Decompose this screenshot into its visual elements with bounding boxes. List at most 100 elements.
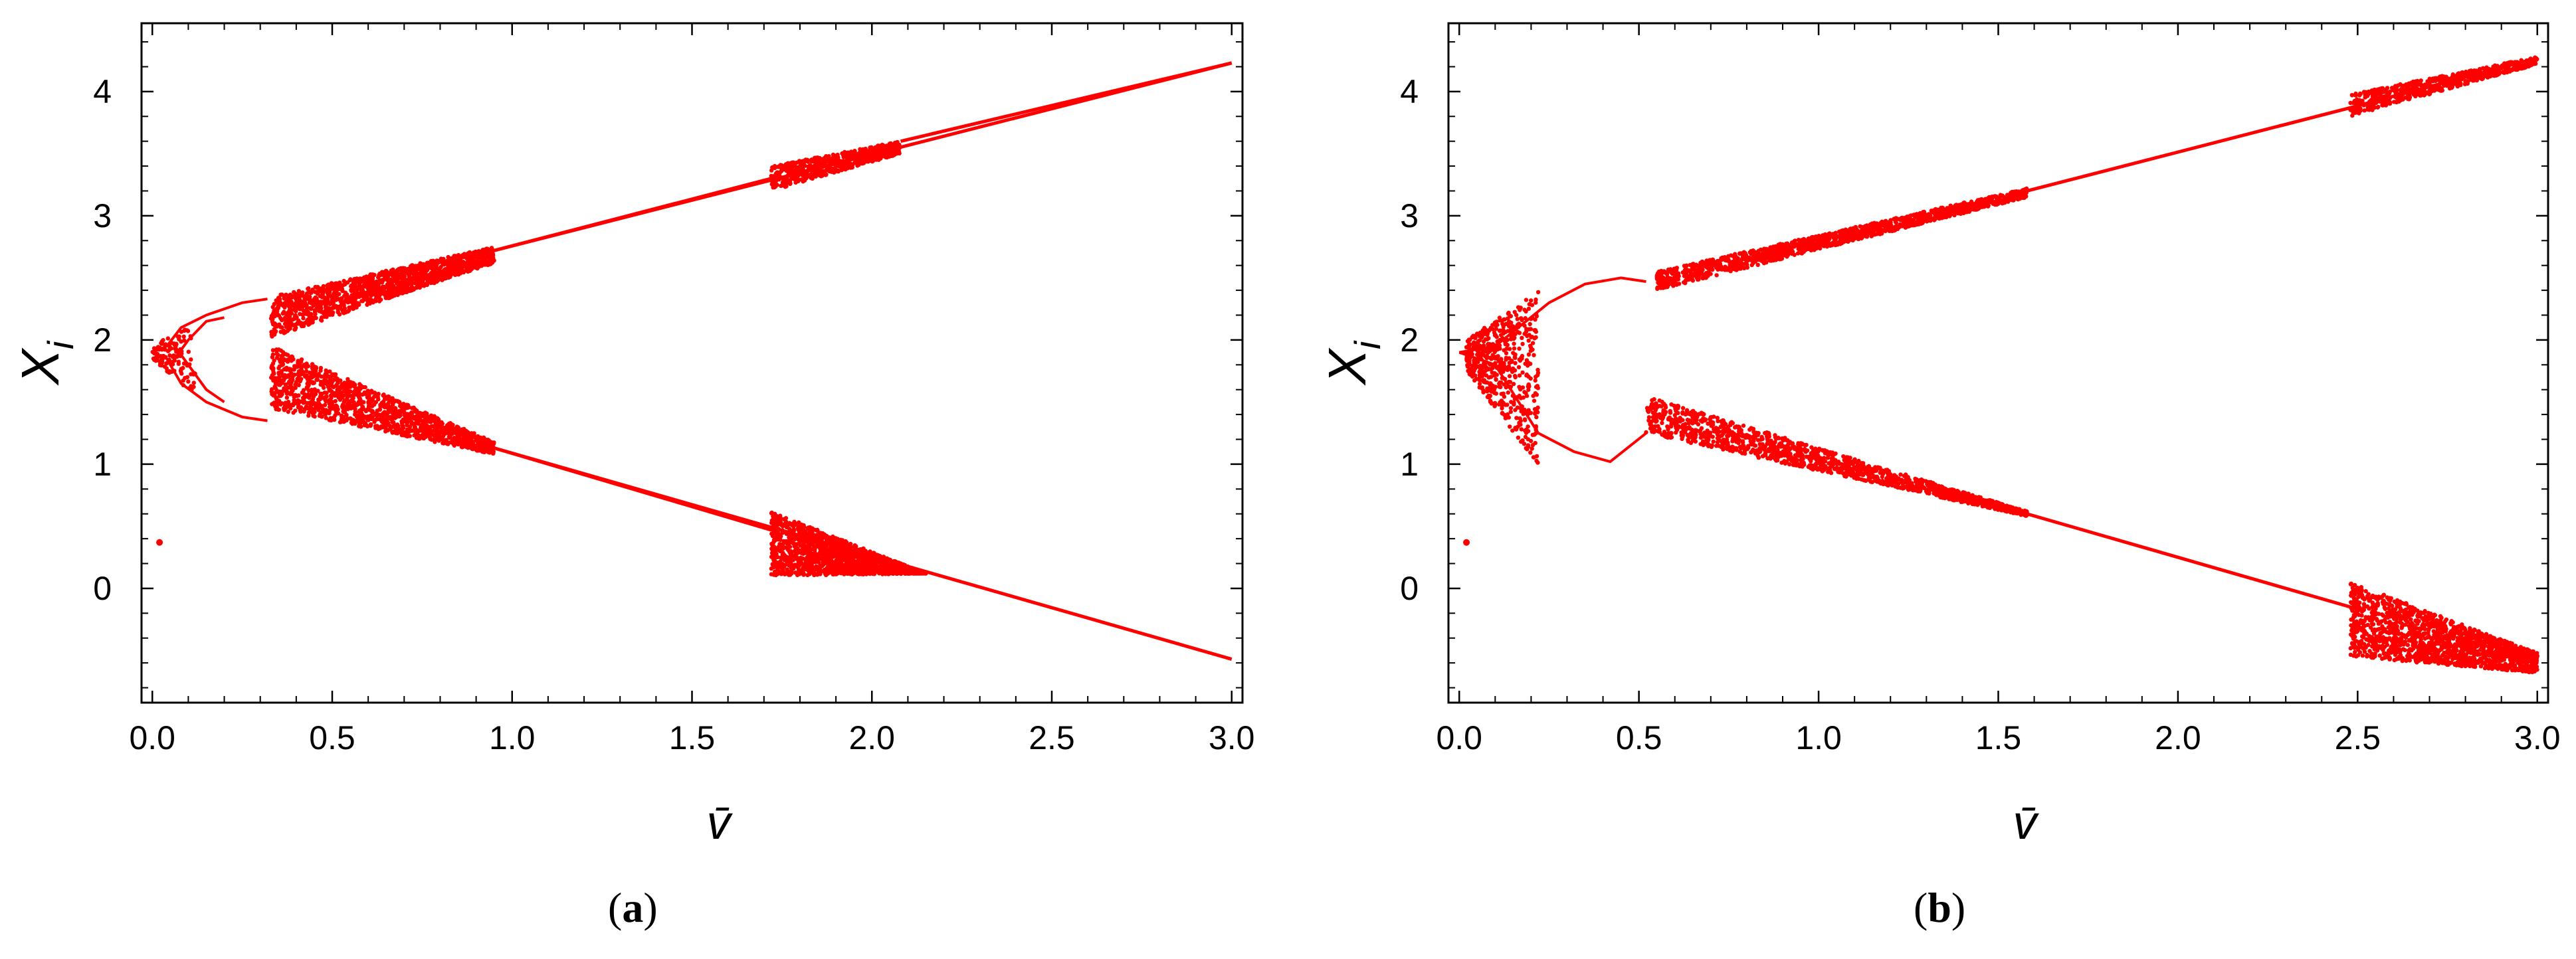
- data-point: [300, 395, 306, 400]
- data-point: [297, 302, 302, 307]
- data-point: [350, 284, 355, 289]
- data-point: [778, 516, 783, 521]
- data-point: [431, 272, 435, 277]
- data-point: [389, 283, 394, 288]
- data-point: [279, 353, 284, 359]
- data-point: [348, 389, 353, 394]
- data-point: [393, 286, 398, 290]
- data-point: [366, 400, 371, 404]
- data-point: [336, 297, 341, 302]
- data-point: [393, 276, 398, 281]
- data-point: [356, 389, 361, 394]
- data-point: [384, 413, 389, 418]
- data-point: [324, 416, 328, 420]
- data-point: [357, 385, 361, 391]
- data-point: [461, 254, 466, 260]
- data-point: [487, 250, 492, 254]
- data-point: [357, 424, 361, 428]
- data-point: [377, 299, 382, 304]
- data-point: [279, 317, 284, 322]
- data-point: [308, 409, 313, 414]
- data-point: [353, 296, 358, 301]
- data-point: [359, 299, 364, 304]
- data-point: [473, 265, 478, 270]
- data-point: [313, 284, 318, 290]
- data-point: [323, 379, 328, 384]
- data-point: [283, 388, 288, 393]
- data-point: [392, 292, 397, 296]
- data-point: [421, 272, 426, 276]
- data-point: [320, 404, 324, 408]
- data-point: [813, 560, 818, 565]
- data-point: [328, 416, 333, 420]
- data-point: [293, 385, 298, 391]
- data-point: [807, 165, 811, 170]
- data-point: [340, 404, 345, 409]
- data-point: [445, 422, 450, 428]
- data-point: [344, 298, 348, 302]
- data-point: [379, 280, 385, 285]
- data-point: [833, 163, 839, 167]
- data-point: [471, 256, 476, 261]
- data-point: [405, 428, 409, 434]
- data-point: [309, 306, 314, 311]
- data-point: [424, 282, 429, 287]
- data-point: [324, 305, 328, 309]
- data-point: [306, 309, 310, 314]
- data-point: [270, 317, 275, 321]
- data-point: [400, 420, 405, 425]
- data-point: [835, 155, 840, 160]
- data-point: [270, 355, 275, 359]
- data-point: [347, 305, 351, 310]
- data-point: [463, 265, 468, 270]
- data-point: [330, 400, 335, 404]
- data-point: [286, 302, 292, 307]
- data-point: [387, 295, 392, 300]
- data-point: [286, 357, 291, 362]
- data-point: [778, 169, 783, 175]
- data-point: [320, 315, 324, 320]
- data-point: [771, 185, 777, 189]
- data-point: [858, 151, 862, 156]
- data-point: [291, 410, 296, 415]
- data-point: [278, 348, 284, 353]
- data-point: [770, 549, 775, 554]
- data-point: [325, 302, 330, 306]
- data-point: [870, 146, 874, 151]
- data-point: [392, 270, 397, 274]
- data-point: [409, 420, 414, 424]
- data-point: [443, 261, 447, 266]
- data-point: [801, 529, 806, 533]
- data-point: [270, 402, 274, 406]
- data-point: [825, 167, 829, 171]
- data-point: [469, 435, 474, 440]
- data-point: [812, 167, 817, 171]
- branch-line: [494, 177, 772, 252]
- data-point: [313, 389, 318, 393]
- data-point: [306, 286, 310, 292]
- data-point: [294, 380, 299, 385]
- data-point: [270, 387, 274, 392]
- data-point: [273, 386, 278, 391]
- data-point: [807, 572, 812, 576]
- data-point: [482, 262, 487, 267]
- data-point: [481, 444, 486, 448]
- data-point: [801, 523, 806, 528]
- data-point: [811, 543, 816, 548]
- data-point: [781, 530, 785, 535]
- x-axis-label: v̄: [707, 796, 734, 849]
- data-point: [415, 420, 420, 426]
- data-point: [389, 406, 393, 411]
- data-point: [405, 432, 409, 438]
- data-point: [308, 319, 314, 323]
- data-point: [829, 167, 834, 172]
- data-point: [492, 258, 496, 263]
- data-point: [367, 391, 371, 396]
- data-point: [769, 531, 774, 536]
- data-point: [370, 408, 375, 414]
- data-point: [448, 257, 453, 262]
- data-point: [344, 309, 348, 314]
- data-point: [314, 290, 320, 295]
- data-point: [769, 510, 774, 515]
